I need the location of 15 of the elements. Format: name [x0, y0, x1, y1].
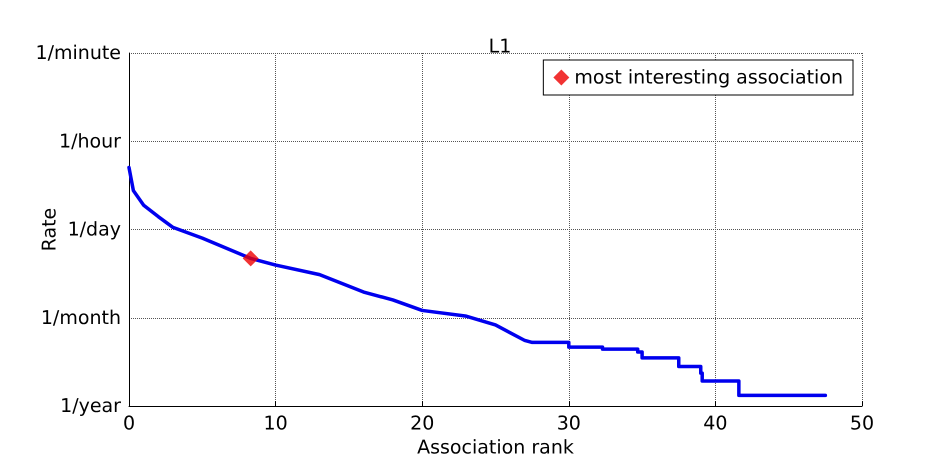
chart-title: L1	[488, 36, 512, 58]
x-tick-label: 0	[122, 412, 136, 435]
x-tick-label: 20	[410, 412, 434, 435]
text: 1/month	[40, 306, 121, 329]
x-axis-title: Association rank	[417, 436, 574, 458]
text: 1/day	[68, 218, 121, 241]
text: 1/year	[60, 395, 122, 418]
x-tick-label: 50	[850, 412, 874, 435]
x-tick-label: 30	[556, 412, 581, 435]
text: 1/hour	[58, 130, 122, 152]
y-axis-title: Rate	[38, 208, 60, 252]
text: 1/minute	[36, 42, 121, 64]
x-tick-label: 10	[264, 412, 288, 435]
legend-label: most interesting association	[574, 66, 844, 88]
x-tick-label: 40	[703, 412, 728, 435]
